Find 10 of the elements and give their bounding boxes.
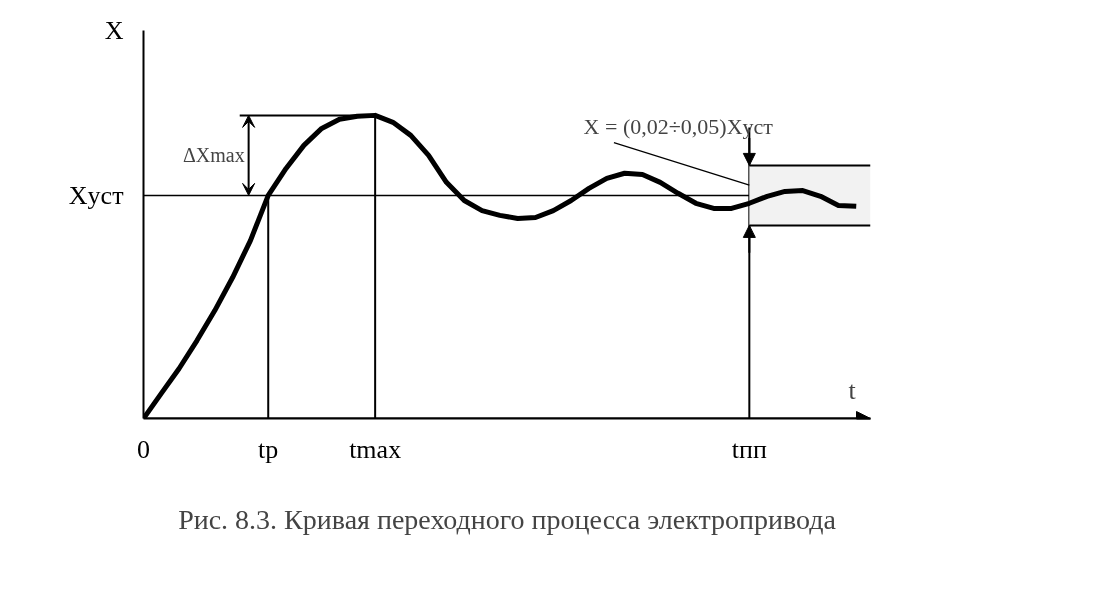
- annotation: X = (0,02÷0,05)Xуст: [583, 113, 774, 139]
- x-tick-label: 0: [137, 434, 150, 464]
- x-tick-label: tр: [258, 434, 279, 464]
- x-tick-label: tmax: [349, 434, 402, 464]
- text: Рис. 8.3. Кривая переходного процесса электропривода: [178, 503, 837, 535]
- x-axis-title: t: [848, 375, 857, 405]
- ref-line-label: Xуст: [68, 180, 124, 210]
- x-tick-label: tпп: [731, 434, 767, 464]
- annotation: ΔXmax: [182, 144, 245, 167]
- y-axis-title: X: [104, 16, 124, 45]
